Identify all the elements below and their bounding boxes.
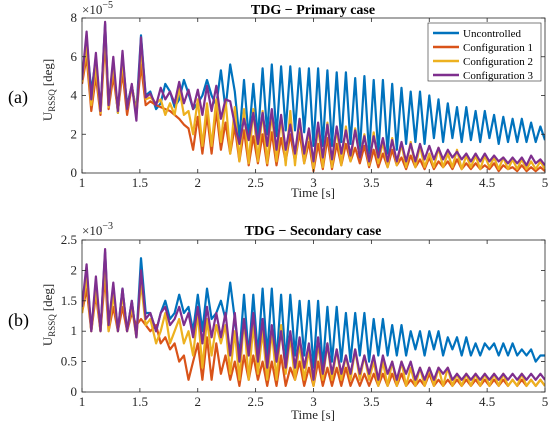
chart-a-ytick-label: 0 [71, 165, 78, 180]
chart-b-ytick-label: 0 [71, 384, 78, 399]
chart-a-xtick-label: 3.5 [363, 175, 379, 190]
chart-a-panel-label: (a) [8, 87, 28, 108]
chart-b-ytick-label: 0.5 [61, 354, 77, 369]
chart-b-ticks: 1 1.5 2 2.5 3 3.5 4 4.5 5 0 0.5 1 1.5 2 2.5 [61, 232, 549, 409]
chart-a-series-configuration-3 [82, 20, 545, 167]
chart-b-exponent: ×10−3 [82, 221, 113, 238]
chart-a: TDG − Primary case (a) ×10−5 URSSQ[deg] … [8, 0, 548, 200]
chart-b-xtick-label: 4.5 [479, 394, 495, 409]
chart-a-frame [81, 17, 546, 174]
chart-a-xtick-label: 1.5 [132, 175, 148, 190]
chart-a-xtick-label: 4 [426, 175, 433, 190]
chart-a-title: TDG − Primary case [251, 3, 375, 18]
chart-a-ytick-label: 4 [71, 88, 78, 103]
chart-b-ytick-label: 2.5 [61, 232, 77, 247]
chart-b-series-group [82, 248, 545, 387]
chart-b-series-configuration-3 [82, 248, 545, 381]
chart-a-legend: Uncontrolled Configuration 1 Configuration… [427, 22, 542, 82]
chart-b-xtick-label: 4 [426, 394, 433, 409]
chart-b-ytick-label: 1 [71, 323, 78, 338]
chart-a-xtick-label: 1 [79, 175, 86, 190]
chart-b-ylabel: URSSQ[deg] [40, 284, 57, 346]
chart-a-xlabel: Time [s] [291, 185, 335, 200]
chart-b-xtick-label: 5 [542, 394, 549, 409]
chart-a-ytick-label: 6 [71, 49, 78, 64]
legend-label-configuration-1: Configuration 1 [463, 42, 533, 54]
legend-label-uncontrolled: Uncontrolled [463, 28, 522, 40]
chart-a-xtick-label: 4.5 [479, 175, 495, 190]
chart-a-exponent: ×10−5 [82, 0, 113, 17]
chart-b-xtick-label: 1.5 [132, 394, 148, 409]
chart-b-xtick-label: 2 [195, 394, 202, 409]
chart-b-frame [81, 239, 546, 393]
chart-a-xtick-label: 2.5 [248, 175, 264, 190]
chart-b-ytick-label: 2 [71, 262, 78, 277]
chart-b-xtick-label: 3.5 [363, 394, 379, 409]
chart-a-ytick-label: 8 [71, 10, 78, 25]
legend-label-configuration-2: Configuration 2 [463, 56, 533, 68]
chart-b-xtick-label: 2.5 [248, 394, 264, 409]
chart-a-xtick-label: 5 [542, 175, 549, 190]
chart-b-xlabel: Time [s] [291, 407, 335, 422]
chart-a-series-uncontrolled [82, 22, 545, 155]
chart-b-series-configuration-2 [82, 263, 545, 387]
chart-a-ytick-label: 2 [71, 126, 78, 141]
chart-b-xtick-label: 3 [310, 394, 317, 409]
chart-a-ylabel: URSSQ[deg] [40, 59, 57, 121]
chart-b: TDG − Secondary case (b) ×10−3 URSSQ[deg… [8, 221, 548, 422]
chart-a-ticks: 1 1.5 2 2.5 3 3.5 4 4.5 5 0 2 4 6 8 [71, 10, 549, 190]
chart-b-panel-label: (b) [8, 310, 29, 331]
chart-b-title: TDG − Secondary case [245, 224, 382, 239]
chart-a-xtick-label: 2 [195, 175, 202, 190]
chart-a-xtick-label: 3 [310, 175, 317, 190]
legend-label-configuration-3: Configuration 3 [463, 70, 533, 82]
chart-b-xtick-label: 1 [79, 394, 86, 409]
chart-b-ytick-label: 1.5 [61, 293, 77, 308]
